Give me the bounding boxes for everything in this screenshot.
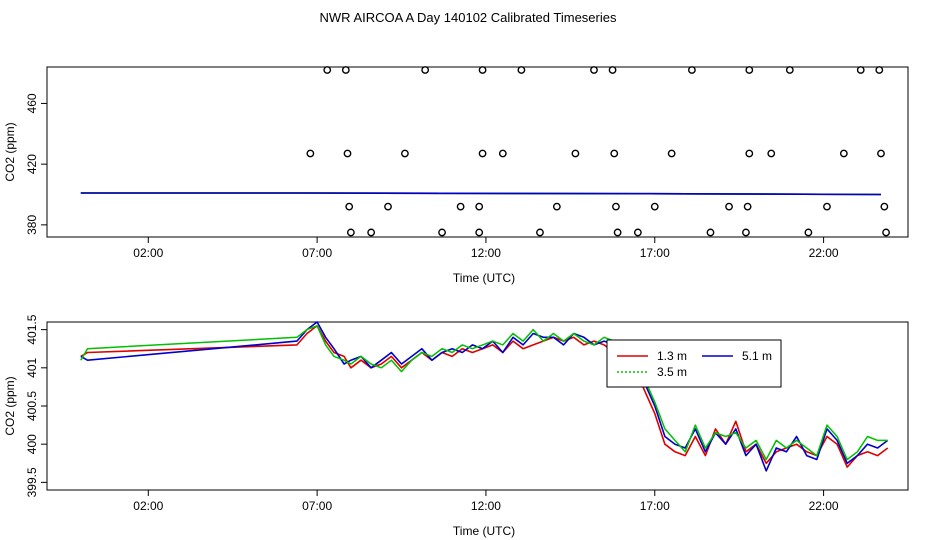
bottom-x-tick-label: 07:00: [302, 499, 332, 513]
scatter-point: [877, 149, 885, 158]
scatter-point: [421, 66, 430, 74]
scatter-point: [804, 228, 813, 237]
top-y-tick-label: 460: [25, 93, 39, 113]
scatter-point: [456, 202, 465, 211]
scatter-point: [785, 66, 794, 74]
top-x-tick-label: 02:00: [133, 246, 163, 260]
top-x-tick-label: 07:00: [302, 246, 332, 260]
top-series-line-blue: [80, 192, 882, 196]
chart-title: NWR AIRCOA A Day 140102 Calibrated Times…: [320, 10, 617, 25]
scatter-point: [384, 202, 392, 211]
scatter-point: [517, 66, 526, 74]
bottom-y-tick-label: 400.5: [25, 391, 39, 421]
scatter-point: [345, 202, 354, 211]
top-series-lines: [80, 192, 882, 196]
scatter-point: [767, 149, 776, 158]
bottom-x-axis-label: Time (UTC): [453, 524, 515, 538]
top-x-tick-label: 22:00: [809, 246, 839, 260]
scatter-point: [498, 149, 507, 158]
scatter-point: [633, 228, 642, 237]
scatter-point: [590, 66, 598, 74]
bottom-x-tick-label: 12:00: [471, 499, 501, 513]
scatter-point: [341, 66, 350, 74]
bottom-x-tick-label: 22:00: [809, 499, 839, 513]
top-x-axis: 02:00 07:00 12:00 17:00 22:00: [133, 237, 839, 260]
scatter-point: [742, 228, 750, 237]
scatter-point: [306, 149, 315, 158]
legend-label-1-3m: 1.3 m: [657, 349, 687, 363]
scatter-point: [725, 202, 733, 211]
scatter-point: [613, 228, 622, 237]
bottom-y-axis: 399.5 400 400.5 401 401.5: [25, 314, 47, 497]
scatter-point: [612, 202, 620, 211]
scatter-point: [745, 149, 754, 158]
bottom-y-tick-label: 400: [25, 434, 39, 454]
legend-label-5-1m: 5.1 m: [742, 349, 772, 363]
top-x-axis-label: Time (UTC): [453, 271, 515, 285]
scatter-point: [552, 202, 561, 211]
top-points: [306, 66, 890, 237]
scatter-point: [346, 228, 355, 237]
bottom-series-lines: [80, 321, 889, 472]
scatter-point: [401, 149, 409, 158]
bottom-y-tick-label: 401: [25, 357, 39, 377]
bottom-y-tick-label: 399.5: [25, 467, 39, 497]
top-x-tick-label: 12:00: [471, 246, 501, 260]
top-x-tick-label: 17:00: [640, 246, 670, 260]
top-plot-frame: [46, 66, 909, 238]
top-panel: Time (UTC) CO2 (ppm) 02:00 07:00 12:00 17:0…: [3, 66, 909, 285]
bottom-x-tick-label: 17:00: [640, 499, 670, 513]
scatter-point: [478, 66, 487, 74]
bottom-x-axis: 02:00 07:00 12:00 17:00 22:00: [133, 490, 839, 513]
scatter-point: [323, 66, 332, 74]
scatter-point: [875, 66, 884, 74]
scatter-point: [688, 66, 696, 74]
scatter-point: [650, 202, 659, 211]
scatter-point: [880, 202, 889, 211]
bottom-x-tick-label: 02:00: [133, 499, 163, 513]
scatter-point: [571, 149, 580, 158]
bottom-panel: Time (UTC) CO2 (ppm) 02:00 07:00 12:00 17:0…: [3, 314, 909, 538]
series-line-3-5-m: [80, 325, 888, 461]
scatter-point: [608, 66, 617, 74]
scatter-point: [475, 228, 484, 237]
scatter-point: [343, 149, 352, 158]
scatter-point: [882, 228, 890, 237]
top-y-axis: 380 420 460: [25, 93, 47, 235]
bottom-y-axis-label: CO2 (ppm): [3, 376, 17, 435]
scatter-point: [856, 66, 865, 74]
top-y-tick-label: 380: [25, 215, 39, 235]
legend: 1.3 m 5.1 m 3.5 m: [606, 339, 782, 388]
scatter-point: [839, 149, 848, 158]
top-y-tick-label: 420: [25, 154, 39, 174]
scatter-point: [823, 202, 831, 211]
scatter-point: [610, 149, 619, 158]
series-line-5-1-m: [80, 321, 889, 472]
scatter-point: [367, 228, 376, 237]
scatter-point: [478, 149, 487, 158]
top-y-axis-label: CO2 (ppm): [3, 122, 17, 181]
bottom-y-tick-label: 401.5: [25, 314, 39, 344]
legend-box: [606, 339, 782, 388]
scatter-point: [475, 202, 484, 211]
scatter-point: [706, 228, 715, 237]
scatter-point: [745, 66, 754, 74]
scatter-point: [536, 228, 544, 237]
scatter-point: [743, 202, 752, 211]
scatter-point: [438, 228, 446, 237]
legend-label-3-5m: 3.5 m: [657, 365, 687, 379]
scatter-point: [667, 149, 676, 158]
